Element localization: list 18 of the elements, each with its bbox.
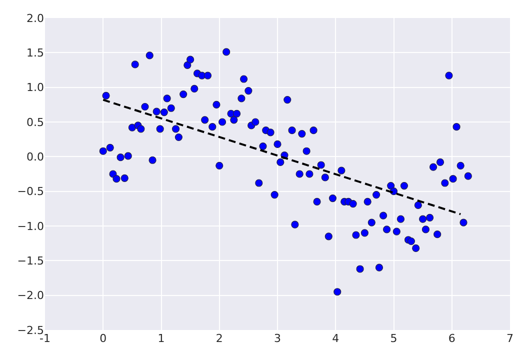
y-tick-label: −1.5	[17, 254, 44, 268]
x-tick-label: 4	[332, 332, 340, 345]
x-tick-label: 3	[274, 332, 281, 345]
x-tick-label: 5	[390, 332, 398, 345]
x-tick-label: 1	[158, 332, 165, 345]
y-tick-label: 0.5	[26, 116, 44, 129]
y-tick-label: −0.5	[17, 185, 44, 198]
x-tick-label: 7	[506, 332, 514, 345]
x-tick-label: 0	[100, 332, 107, 345]
y-tick-label: −2.0	[17, 289, 44, 302]
y-tick-label: −2.5	[17, 324, 44, 337]
x-tick-label: 6	[448, 332, 456, 345]
y-tick-label: 2.0	[26, 12, 44, 25]
y-tick-label: 0.0	[26, 150, 44, 164]
y-tick-label: 1.5	[26, 46, 44, 60]
y-tick-label: 1.0	[26, 81, 44, 94]
y-tick-label: −1.0	[17, 220, 44, 233]
x-tick-label: 2	[216, 332, 223, 345]
